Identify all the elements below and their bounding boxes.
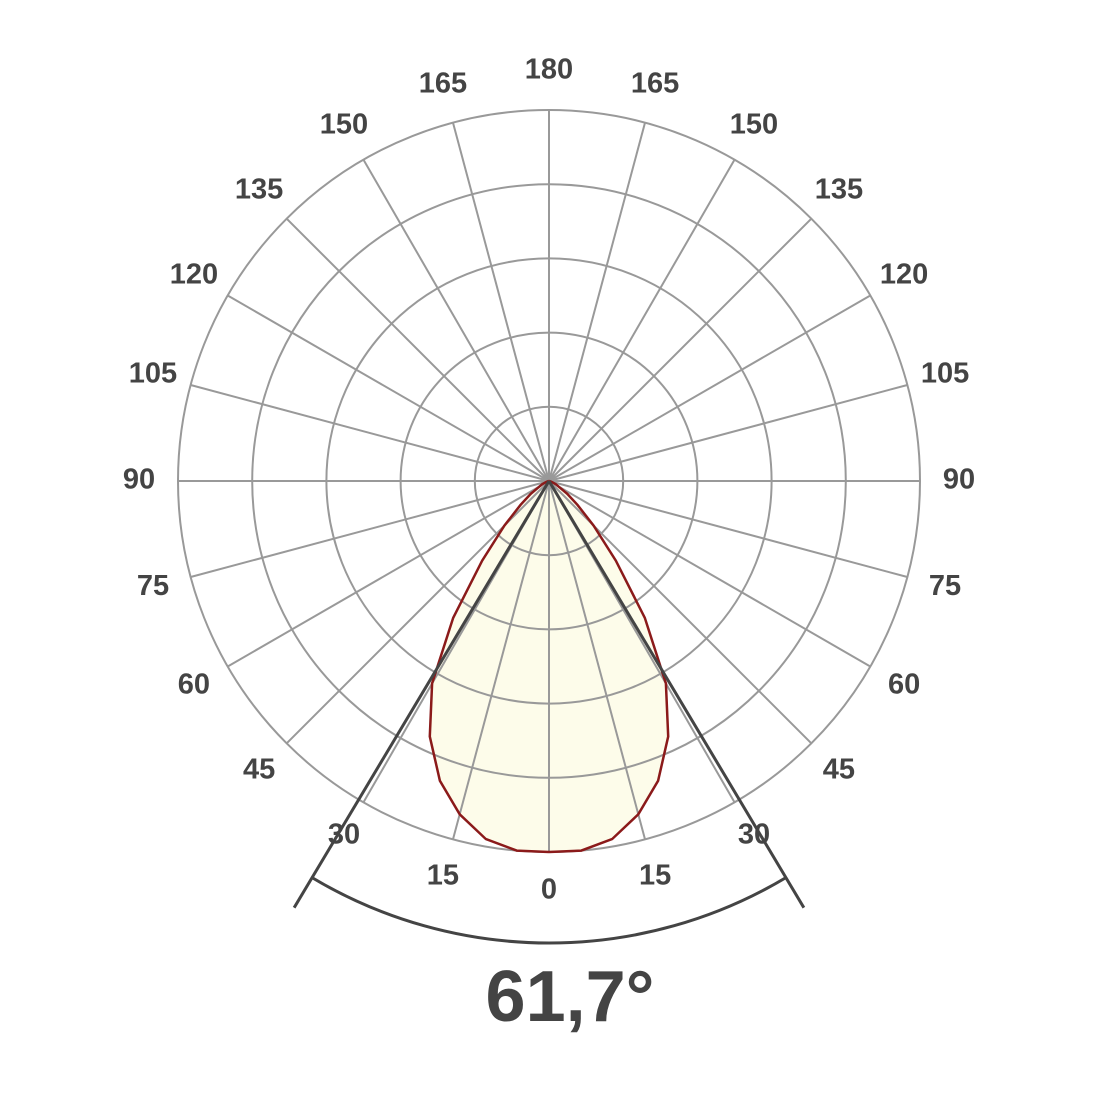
angle-label: 120	[170, 259, 218, 291]
angle-label: 105	[129, 358, 177, 390]
grid-spoke	[227, 480, 550, 668]
grid-spoke	[548, 217, 813, 482]
grid-spoke	[548, 159, 736, 482]
angle-label: 165	[419, 68, 467, 100]
angle-label: 15	[639, 860, 671, 892]
grid-spoke	[285, 217, 550, 482]
intensity-curve	[548, 479, 670, 854]
grid-spoke	[227, 294, 550, 482]
angle-label: 75	[137, 570, 169, 602]
grid-spoke	[548, 480, 871, 668]
grid-spoke	[362, 159, 550, 482]
intensity-curve	[428, 479, 550, 854]
beam-line	[547, 480, 806, 909]
grid-spoke	[548, 480, 646, 840]
angle-label: 30	[328, 819, 360, 851]
grid-spoke	[548, 480, 908, 578]
grid-spoke	[190, 384, 550, 482]
angle-label: 90	[943, 464, 975, 496]
angle-label: 75	[929, 570, 961, 602]
angle-label: 90	[123, 464, 155, 496]
angle-label: 15	[427, 860, 459, 892]
angle-label: 165	[631, 68, 679, 100]
grid-spoke	[548, 294, 871, 482]
angle-label: 0	[541, 874, 557, 906]
angle-label: 60	[178, 669, 210, 701]
angle-label: 180	[525, 54, 573, 86]
angle-label: 150	[320, 109, 368, 141]
angle-label: 30	[738, 819, 770, 851]
angle-label: 120	[880, 259, 928, 291]
beam-angle-label: 61,7°	[486, 957, 655, 1037]
angle-label: 60	[888, 669, 920, 701]
intensity-area	[429, 481, 549, 852]
angle-label: 135	[815, 174, 863, 206]
grid-spoke	[190, 480, 550, 578]
beam-arc	[311, 876, 787, 945]
angle-label: 135	[235, 174, 283, 206]
angle-label: 150	[730, 109, 778, 141]
grid-spoke	[452, 480, 550, 840]
angle-label: 45	[823, 754, 855, 786]
grid-spoke	[548, 384, 908, 482]
grid-spoke	[452, 122, 550, 482]
angle-label: 105	[921, 358, 969, 390]
beam-line	[292, 480, 551, 909]
grid-spoke	[548, 122, 646, 482]
intensity-area	[549, 481, 669, 852]
angle-label: 45	[243, 754, 275, 786]
